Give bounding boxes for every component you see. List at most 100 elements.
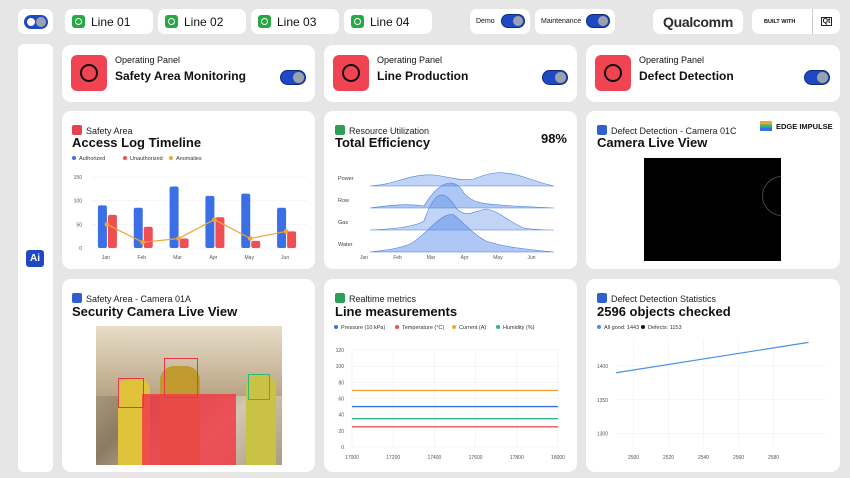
line-toggle[interactable] bbox=[542, 70, 568, 85]
maintenance-toggle[interactable] bbox=[586, 14, 610, 28]
tab-line-04[interactable]: Line 04 bbox=[344, 9, 432, 34]
y-tick-label: 100 bbox=[336, 364, 345, 370]
theme-toggle-knob bbox=[35, 16, 46, 27]
metrics-icon bbox=[335, 292, 345, 303]
legend-label: Authorized bbox=[79, 156, 105, 162]
qt-logo: Qt bbox=[812, 9, 840, 34]
panel-title: Defect Detection bbox=[639, 69, 734, 83]
ridge-area-power bbox=[369, 172, 555, 187]
resource-chart: Power Row Gas Water Jan Feb Mar Apr May Jun bbox=[338, 172, 555, 261]
qualcomm-logo: Qualcomm bbox=[653, 9, 743, 34]
panel-kicker: Operating Panel bbox=[377, 55, 443, 65]
detection-overlay bbox=[142, 394, 236, 465]
card-title: Security Camera Live View bbox=[72, 304, 238, 319]
panel-title: Line Production bbox=[377, 69, 469, 83]
bar-authorized bbox=[97, 205, 107, 248]
edge-impulse-icon bbox=[760, 121, 772, 131]
legend-dot bbox=[641, 325, 645, 329]
card-title: Access Log Timeline bbox=[72, 135, 202, 150]
built-with-badge: BUILT WITH Qt bbox=[752, 9, 840, 34]
y-tick-label: 100 bbox=[74, 199, 83, 205]
y-tick-label: 60 bbox=[338, 397, 344, 403]
x-tick-label: May bbox=[245, 255, 255, 261]
operating-panel-defect: Operating Panel Defect Detection bbox=[586, 45, 840, 102]
demo-switch[interactable]: Demo bbox=[470, 9, 530, 34]
y-tick-label: 120 bbox=[336, 348, 345, 354]
y-tick-label: 40 bbox=[338, 413, 344, 419]
legend-dot bbox=[123, 156, 127, 160]
row-label: Water bbox=[338, 242, 353, 248]
legend-label: Humidity (%) bbox=[503, 325, 535, 331]
gear-icon bbox=[258, 15, 271, 28]
legend-label: Anomalies bbox=[176, 156, 202, 162]
x-tick-label: 17800 bbox=[510, 455, 524, 461]
access-log-card: Safety Area Access Log Timeline Authoriz… bbox=[62, 111, 315, 269]
x-tick-label: Feb bbox=[393, 255, 402, 261]
card-title: 2596 objects checked bbox=[597, 304, 731, 319]
ridge-area-gas bbox=[369, 194, 555, 231]
activity-icon bbox=[72, 124, 82, 135]
maintenance-switch[interactable]: Maintenance bbox=[535, 9, 615, 34]
y-tick-label: 50 bbox=[76, 222, 82, 228]
x-tick-label: 17400 bbox=[427, 455, 441, 461]
bar-unauthorized bbox=[287, 231, 297, 248]
camera-feed bbox=[644, 158, 781, 261]
defect-chart: All good: 1443 Defects: 1153 1300 1350 1400 2… bbox=[597, 325, 826, 461]
anomaly-point bbox=[247, 236, 253, 241]
x-tick-label: 17600 bbox=[469, 455, 483, 461]
bar-unauthorized bbox=[107, 214, 117, 248]
camera-01c-card: Defect Detection - Camera 01C EDGE IMPUL… bbox=[586, 111, 840, 269]
y-tick-label: 0 bbox=[341, 445, 344, 451]
theme-toggle-pill[interactable] bbox=[18, 9, 53, 34]
resource-icon bbox=[335, 124, 345, 135]
x-tick-label: 17200 bbox=[386, 455, 400, 461]
bar-authorized bbox=[169, 186, 179, 248]
defect-toggle[interactable] bbox=[804, 70, 830, 85]
x-tick-label: Feb bbox=[137, 255, 146, 261]
legend-dot bbox=[496, 325, 500, 329]
panel-title: Safety Area Monitoring bbox=[115, 69, 246, 83]
card-title: Line measurements bbox=[335, 304, 458, 319]
y-tick-label: 1400 bbox=[597, 364, 608, 370]
x-tick-label: 17000 bbox=[345, 455, 359, 461]
sidebar: Ai bbox=[18, 44, 53, 472]
legend-label: Temperature (°C) bbox=[402, 325, 444, 331]
ai-icon[interactable]: Ai bbox=[26, 250, 44, 267]
operating-panel-line: Operating Panel Line Production bbox=[324, 45, 577, 102]
tab-line-01[interactable]: Line 01 bbox=[65, 9, 153, 34]
tab-line-03[interactable]: Line 03 bbox=[251, 9, 339, 34]
demo-toggle[interactable] bbox=[501, 14, 525, 28]
worker-figure bbox=[246, 376, 276, 465]
x-tick-label: 2520 bbox=[663, 455, 674, 461]
x-tick-label: 2500 bbox=[628, 455, 639, 461]
x-tick-label: May bbox=[493, 255, 503, 261]
resource-card: Resource Utilization Total Efficiency 98… bbox=[324, 111, 577, 269]
gear-icon bbox=[72, 15, 85, 28]
row-label: Power bbox=[338, 176, 354, 182]
sun-icon bbox=[26, 17, 35, 26]
bar-authorized bbox=[133, 207, 143, 248]
row-label: Row bbox=[338, 198, 349, 204]
anomaly-point bbox=[283, 229, 289, 234]
detection-box bbox=[248, 374, 270, 400]
safety-toggle[interactable] bbox=[280, 70, 306, 85]
y-tick-label: 1350 bbox=[597, 398, 608, 404]
security-camera-feed bbox=[96, 326, 282, 465]
y-tick-label: 20 bbox=[338, 429, 344, 435]
all-good-line bbox=[615, 341, 809, 374]
anomaly-point bbox=[212, 217, 217, 222]
access-chart: Authorized Unauthorized Anomalies 0 50 100 150… bbox=[72, 156, 307, 261]
anomaly-point bbox=[176, 236, 181, 241]
operating-panel-safety: Operating Panel Safety Area Monitoring bbox=[62, 45, 315, 102]
y-tick-label: 80 bbox=[338, 380, 344, 386]
ridge-area-row bbox=[369, 182, 555, 209]
card-title: Total Efficiency bbox=[335, 135, 431, 150]
bar-unauthorized bbox=[179, 238, 189, 248]
theme-toggle[interactable] bbox=[23, 14, 48, 29]
x-tick-label: 2540 bbox=[698, 455, 709, 461]
stats-icon bbox=[597, 292, 607, 303]
camera-01a-card: Safety Area - Camera 01A Security Camera… bbox=[62, 279, 315, 472]
anomaly-point bbox=[104, 222, 110, 227]
tab-line-02[interactable]: Line 02 bbox=[158, 9, 246, 34]
row-label: Gas bbox=[338, 220, 348, 226]
